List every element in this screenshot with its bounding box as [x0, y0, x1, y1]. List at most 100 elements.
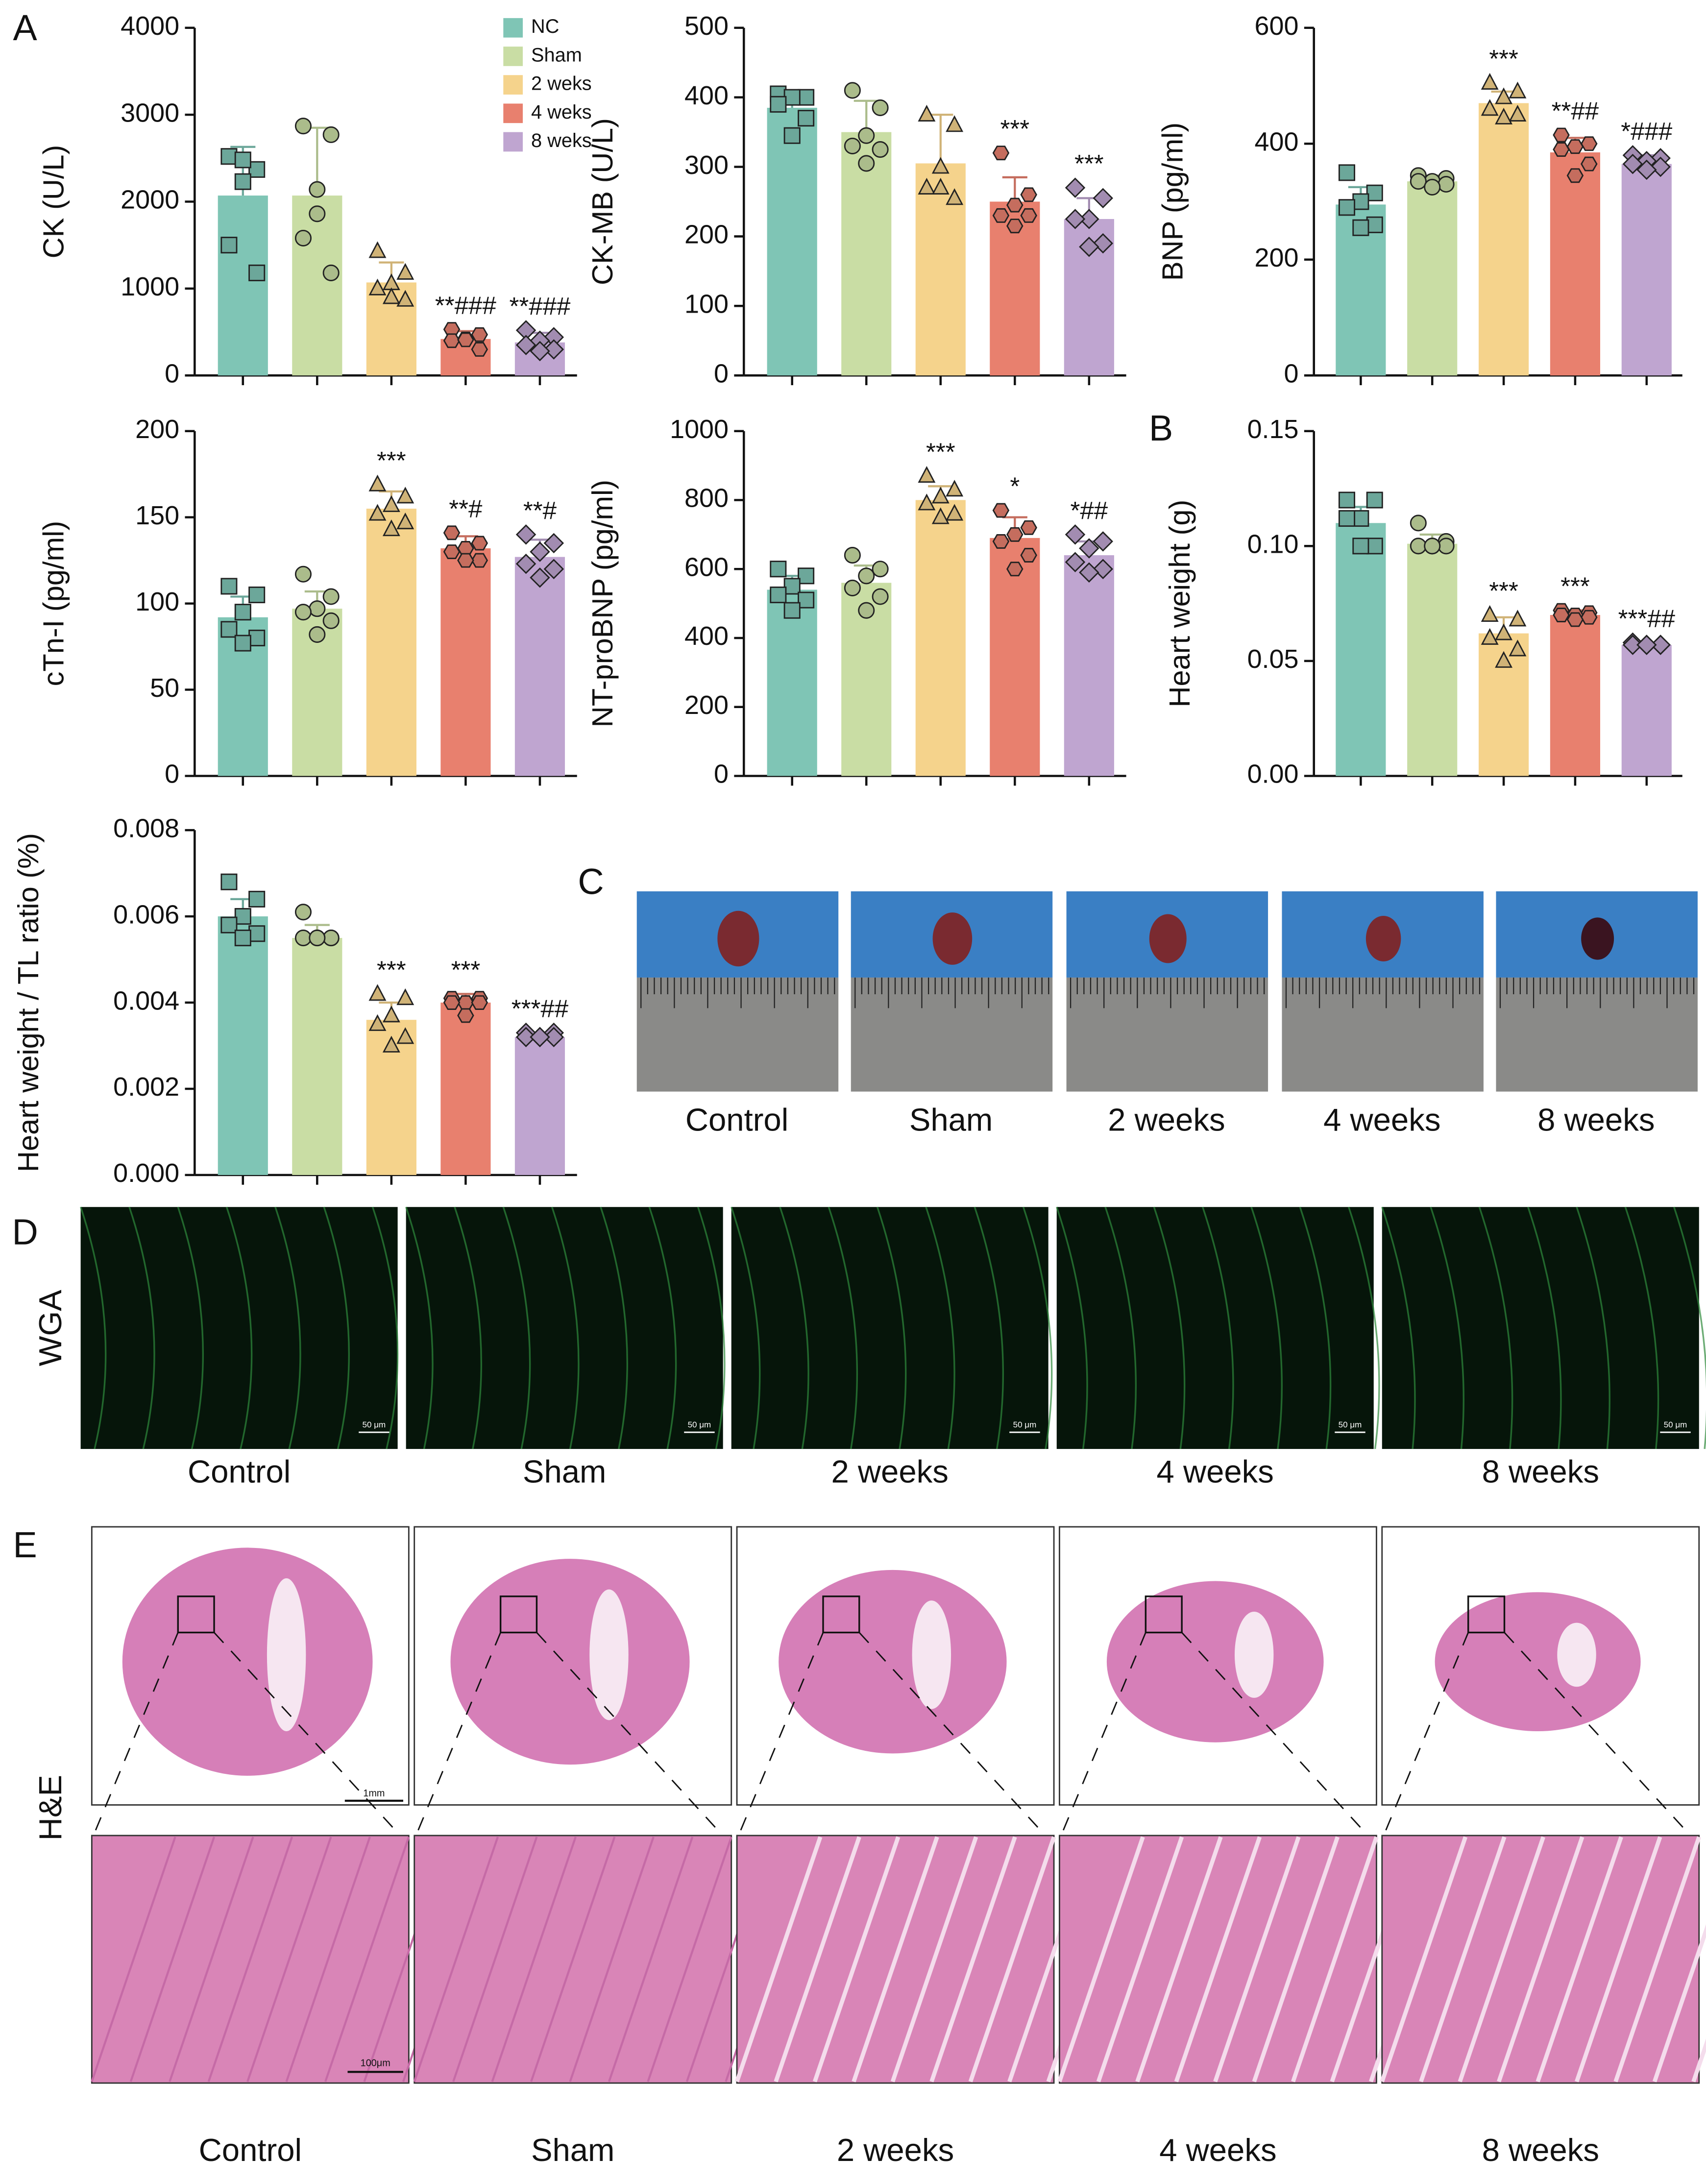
data-point: [1495, 623, 1513, 640]
data-point: [1352, 510, 1369, 527]
data-point: [382, 1006, 400, 1023]
tissue-streak: [1174, 1836, 1262, 2083]
scale-bar-label: 50 μm: [688, 1420, 711, 1429]
y-tick-label: 0: [165, 760, 179, 789]
fiber-outline: [225, 1206, 253, 1449]
data-point: [1622, 635, 1643, 655]
data-point: [1338, 491, 1356, 509]
data-point: [471, 995, 488, 1010]
fiber-outline: [80, 1206, 107, 1449]
tissue-streak: [285, 1837, 371, 2082]
data-point: [918, 177, 936, 195]
data-point: [1366, 184, 1383, 201]
y-tick-label: 600: [1255, 11, 1299, 41]
data-point: [248, 161, 266, 178]
data-point: [1079, 209, 1099, 229]
bar: [292, 196, 342, 376]
fiber-outline: [1299, 1206, 1332, 1449]
data-point: [322, 612, 340, 629]
data-point: [382, 273, 400, 291]
data-point: [234, 173, 251, 190]
data-point: [443, 333, 461, 348]
data-point: [457, 1008, 474, 1023]
he-lumen: [912, 1600, 951, 1709]
data-point: [798, 591, 815, 609]
he-lumen: [589, 1589, 629, 1720]
panel-label: C: [578, 861, 604, 902]
bar: [218, 196, 268, 376]
fiber-outline: [1430, 1206, 1465, 1449]
scale-bar-label: 1mm: [363, 1788, 385, 1799]
data-point: [1065, 177, 1086, 198]
y-tick-label: 800: [684, 484, 729, 513]
tissue-streak: [491, 1837, 577, 2082]
data-point: [515, 553, 536, 574]
y-axis-label: cTn-I (pg/ml): [37, 521, 70, 687]
data-point: [309, 205, 326, 222]
data-point: [368, 504, 387, 521]
data-point: [515, 524, 536, 545]
legend-label: 2 weks: [531, 73, 592, 95]
zoom-line: [536, 1632, 721, 1834]
data-point: [382, 287, 400, 304]
data-point: [783, 127, 801, 144]
data-point: [234, 604, 251, 621]
y-tick-label: 2000: [121, 185, 179, 215]
he-heart-section: [450, 1559, 690, 1765]
data-point: [294, 229, 312, 246]
data-point: [1410, 173, 1427, 190]
scale-bar-label: 100μm: [361, 2058, 390, 2068]
data-point: [1481, 628, 1499, 645]
data-point: [248, 629, 266, 646]
bar: [218, 916, 268, 1175]
y-tick-label: 0.008: [113, 813, 179, 843]
data-point: [294, 904, 312, 921]
data-point: [471, 327, 488, 342]
data-point: [1424, 538, 1441, 555]
he-lumen: [1557, 1622, 1596, 1687]
data-point: [1020, 548, 1037, 563]
data-point: [1650, 635, 1671, 655]
data-point: [1338, 199, 1356, 216]
y-tick-label: 4000: [121, 11, 179, 41]
y-axis-label: NT-proBNP (pg/ml): [586, 480, 619, 727]
significance-label: **#: [449, 494, 483, 522]
image-caption: 8 weeks: [1482, 2132, 1599, 2168]
y-tick-label: 0: [165, 359, 179, 388]
data-point: [1020, 520, 1037, 535]
he-heart-section: [1435, 1592, 1641, 1732]
tissue-streak: [1535, 1836, 1623, 2083]
data-point: [396, 1027, 414, 1044]
y-tick-label: 200: [684, 690, 729, 720]
data-point: [248, 890, 266, 908]
data-point: [918, 466, 936, 483]
tissue-streak: [1419, 1836, 1507, 2083]
data-point: [443, 995, 461, 1010]
y-tick-label: 100: [684, 290, 729, 319]
data-point: [1481, 605, 1499, 622]
bar: [1621, 164, 1672, 376]
he-heart-section: [122, 1547, 373, 1776]
data-point: [770, 586, 787, 604]
data-point: [1410, 538, 1427, 555]
data-point: [515, 335, 536, 355]
zoom-box: [177, 1595, 215, 1634]
tissue-streak: [812, 1836, 901, 2083]
y-tick-label: 400: [684, 81, 729, 110]
fiber-outline: [1056, 1206, 1088, 1449]
bar: [767, 589, 817, 776]
y-tick-label: 200: [684, 220, 729, 249]
data-point: [530, 567, 550, 588]
data-point: [309, 600, 326, 617]
data-point: [530, 341, 550, 362]
he-lumen: [267, 1578, 306, 1732]
bar: [366, 509, 416, 776]
zoom-line: [739, 1632, 824, 1833]
significance-label: *##: [1071, 496, 1108, 524]
data-point: [1352, 193, 1369, 210]
bar: [514, 557, 565, 776]
significance-label: ***##: [512, 995, 569, 1023]
fiber-outline: [1104, 1206, 1137, 1449]
legend-label: 4 weks: [531, 101, 592, 123]
data-point: [294, 604, 312, 621]
